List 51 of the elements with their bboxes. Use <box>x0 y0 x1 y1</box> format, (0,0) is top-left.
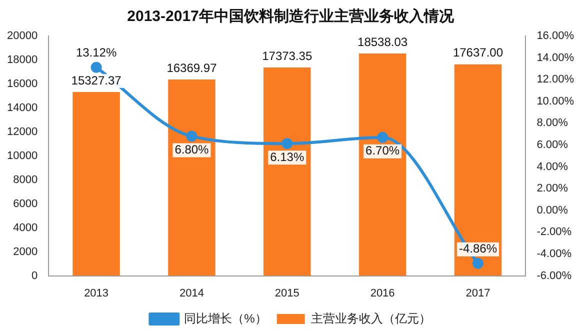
y-tick-label: 20000 <box>6 30 38 42</box>
x-tick-label: 2016 <box>370 287 395 300</box>
bar <box>454 64 502 276</box>
data-label: 6.80% <box>174 142 210 157</box>
bar <box>264 67 311 276</box>
data-label: 16369.97 <box>166 60 218 75</box>
data-label: 6.13% <box>270 150 304 164</box>
data-label: 6.70% <box>366 144 400 158</box>
bar <box>168 80 216 276</box>
bar <box>358 54 406 276</box>
y-tick-label: 10000 <box>6 150 38 162</box>
point <box>377 132 388 143</box>
y-tick-label: 0 <box>31 270 38 282</box>
x-tick-label: 2014 <box>179 287 204 300</box>
y-tick-label: 6000 <box>13 198 38 210</box>
x-tick-label: 2015 <box>274 287 300 300</box>
data-label: 17637.00 <box>452 46 504 60</box>
y-tick-label: 4000 <box>13 222 38 234</box>
y2-tick-label: 4.00% <box>536 160 568 173</box>
y-tick-label: 8000 <box>13 174 38 186</box>
data-label: 18538.03 <box>358 34 408 49</box>
y2-tick-label: 8.00% <box>536 117 568 130</box>
x-tick-label: 2013 <box>84 287 109 300</box>
y-tick-label: 14000 <box>6 102 38 114</box>
y2-tick-label: 12.00% <box>536 74 574 86</box>
data-label: 17373.35 <box>262 48 312 63</box>
y2-tick-label: 16.00% <box>536 30 574 42</box>
x-tick-label: 2017 <box>466 287 490 300</box>
y2-tick-label: 10.00% <box>536 95 574 108</box>
point <box>472 258 484 269</box>
data-label: -4.86% <box>458 242 498 256</box>
bar <box>72 92 120 276</box>
y2-tick-label: -2.00% <box>536 226 572 238</box>
y2-tick-label: 14.00% <box>536 52 574 64</box>
y-tick-label: 18000 <box>6 54 38 66</box>
legend-label: 同比增长（%） <box>184 311 267 326</box>
y2-tick-label: -6.00% <box>536 270 572 282</box>
y2-tick-label: 2.00% <box>536 182 568 195</box>
y2-tick-label: 6.00% <box>536 139 568 152</box>
y-tick-label: 12000 <box>6 126 38 138</box>
point <box>186 130 198 142</box>
chart-title: 2013-2017年中国饮料制造行业主营业务收入情况 <box>127 7 455 26</box>
y-tick-label: 2000 <box>13 246 38 258</box>
point <box>90 62 102 73</box>
y2-tick-label: 0.00% <box>536 204 568 216</box>
data-label: 13.12% <box>76 46 117 60</box>
data-label: 15327.37 <box>71 73 122 88</box>
point <box>282 138 293 150</box>
legend-label: 主营业务收入（亿元） <box>310 311 431 326</box>
y2-tick-label: -4.00% <box>536 248 572 260</box>
y-tick-label: 16000 <box>6 78 38 90</box>
